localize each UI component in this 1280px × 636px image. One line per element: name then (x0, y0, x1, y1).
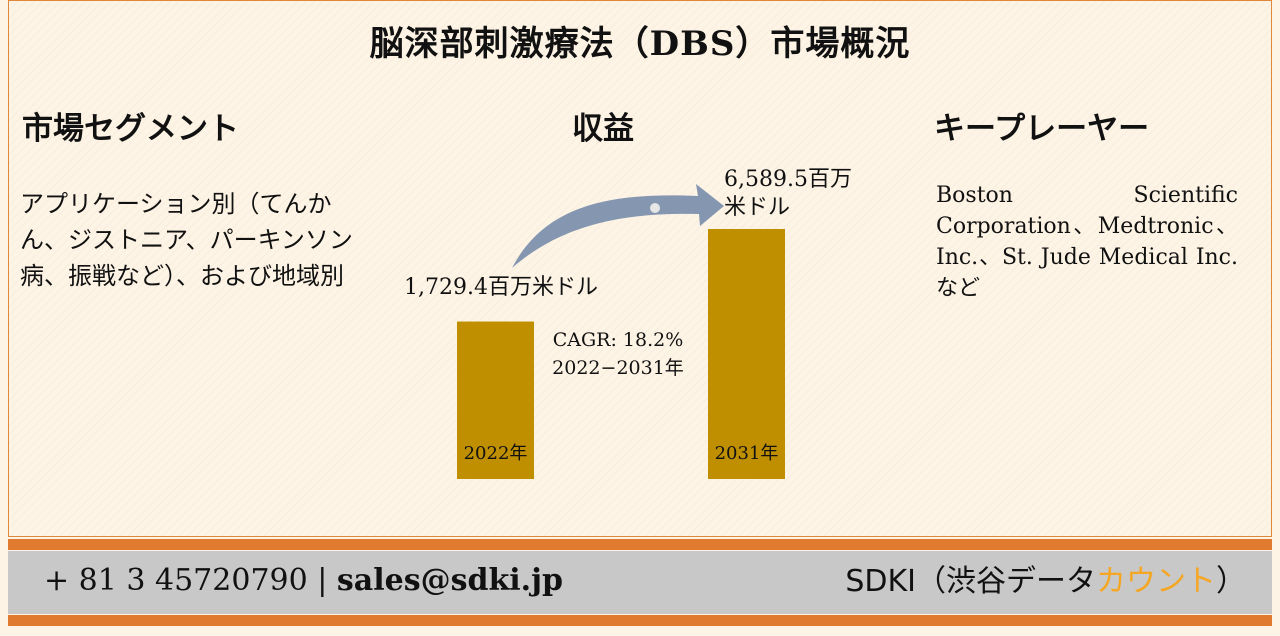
footer-top-bar (8, 539, 1272, 550)
brand-main: SDKI（渋谷データ (845, 564, 1096, 599)
contact-info: + 81 3 45720790 | sales@sdki.jp (44, 563, 563, 598)
bar-2 (708, 229, 785, 479)
content-panel (8, 0, 1272, 537)
value-label-1: 1,729.4百万米ドル (404, 275, 598, 300)
key-players-heading: キープレーヤー (934, 111, 1150, 147)
value-label-2: 6,589.5百万米ドル (724, 167, 852, 220)
segments-heading: 市場セグメント (22, 111, 239, 147)
arrow-dot (650, 203, 660, 213)
cagr-period-label: 2022−2031年 (552, 357, 684, 379)
segments-text: アプリケーション別（てんかん、ジストニア、パーキンソン病、振戦など）、および地域… (20, 190, 353, 290)
footer-bottom-bar (8, 615, 1272, 626)
brand-name: SDKI（渋谷データカウント） (845, 556, 1246, 600)
cagr-label: CAGR: 18.2% (553, 329, 684, 351)
email-link[interactable]: sales@sdki.jp (336, 563, 563, 598)
key-players-text: Boston Scientific Corporation、Medtronic、… (936, 183, 1238, 301)
growth-arrow (512, 184, 724, 268)
category-label-1: 2022年 (464, 443, 528, 464)
bar-1 (457, 321, 534, 479)
revenue-chart: 2022年 2031年 1,729.4百万米ドル 6,589.5百万米ドル CAGR:… (404, 167, 852, 479)
revenue-heading: 収益 (572, 111, 634, 147)
footer (8, 551, 1272, 614)
category-label-2: 2031年 (715, 443, 779, 464)
page-title: 脳深部刺激療法（DBS）市場概況 (369, 24, 911, 64)
brand-end: ） (1216, 564, 1246, 599)
phone-number[interactable]: + 81 3 45720790 (44, 563, 308, 598)
brand-accent: カウント (1096, 564, 1216, 599)
contact-separator: | (317, 563, 328, 598)
